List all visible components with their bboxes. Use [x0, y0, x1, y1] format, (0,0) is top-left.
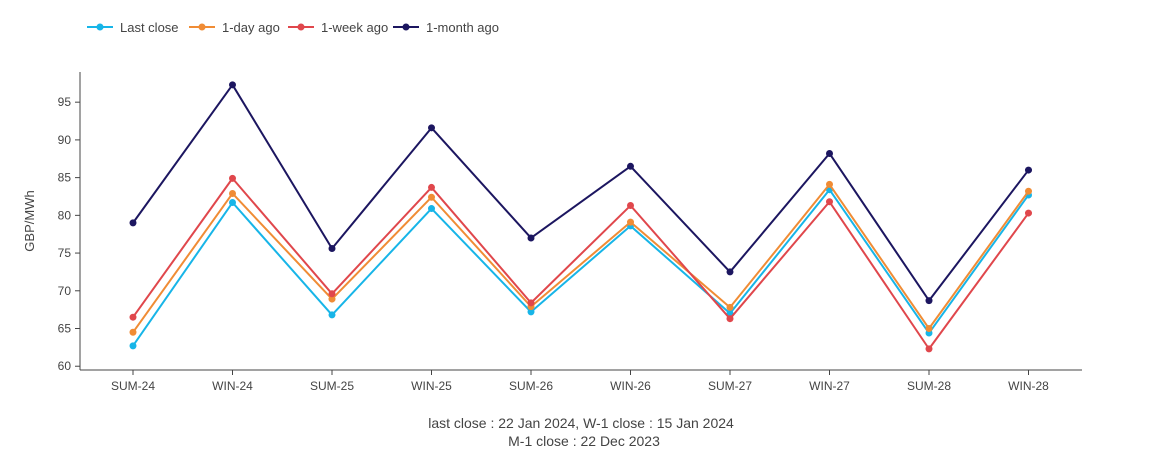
data-point[interactable]: [129, 313, 137, 321]
x-tick-label: SUM-28: [907, 379, 951, 393]
data-point[interactable]: [826, 198, 833, 206]
legend-swatch-marker: [96, 23, 104, 31]
data-point[interactable]: [925, 297, 933, 305]
y-axis-title: GBP/MWh: [22, 190, 37, 251]
legend: Last close 1-day ago 1-week ago 1-month ago: [87, 20, 499, 35]
data-point[interactable]: [328, 290, 336, 298]
data-point[interactable]: [328, 245, 336, 253]
data-point[interactable]: [826, 180, 833, 188]
data-point[interactable]: [527, 234, 535, 242]
data-point[interactable]: [229, 174, 236, 182]
footer-line-1: last close : 22 Jan 2024, W-1 close : 15…: [428, 415, 734, 431]
legend-label: 1-month ago: [426, 20, 499, 35]
data-point[interactable]: [925, 325, 933, 333]
data-point[interactable]: [1025, 187, 1032, 195]
x-tick-label: SUM-26: [509, 379, 553, 393]
data-point[interactable]: [527, 299, 535, 307]
x-tick-label: WIN-27: [809, 379, 850, 393]
legend-label: 1-week ago: [321, 20, 388, 35]
x-tick-label: WIN-24: [212, 379, 253, 393]
data-point[interactable]: [428, 183, 435, 191]
series-line: [132, 183, 1030, 333]
y-tick-label: 90: [58, 133, 72, 147]
legend-swatch-marker: [297, 23, 305, 31]
x-tick-label: SUM-27: [708, 379, 752, 393]
footer: last close : 22 Jan 2024, W-1 close : 15…: [428, 415, 734, 449]
y-tick-label: 65: [58, 322, 72, 336]
data-point[interactable]: [925, 345, 933, 353]
legend-item[interactable]: 1-day ago: [189, 20, 280, 35]
data-point[interactable]: [328, 295, 336, 303]
data-point[interactable]: [726, 303, 734, 311]
y-tick-label: 60: [58, 359, 72, 373]
y-tick-label: 85: [58, 171, 72, 185]
legend-label: 1-day ago: [222, 20, 280, 35]
series-2: [129, 174, 1032, 353]
data-point[interactable]: [527, 308, 535, 316]
data-point[interactable]: [1025, 209, 1032, 217]
data-point[interactable]: [726, 268, 734, 276]
data-point[interactable]: [826, 149, 833, 157]
legend-item[interactable]: 1-month ago: [393, 20, 499, 35]
data-point[interactable]: [229, 81, 236, 89]
data-point[interactable]: [129, 342, 137, 350]
data-point[interactable]: [627, 162, 634, 170]
series-1: [129, 180, 1032, 336]
data-point[interactable]: [428, 193, 435, 201]
data-point[interactable]: [428, 205, 435, 213]
footer-line-2: M-1 close : 22 Dec 2023: [508, 433, 660, 449]
y-tick-label: 95: [58, 95, 72, 109]
y-tick-label: 75: [58, 246, 72, 260]
data-point[interactable]: [428, 124, 435, 132]
x-tick-label: SUM-24: [111, 379, 155, 393]
data-point[interactable]: [1025, 166, 1032, 174]
x-tick-label: WIN-26: [610, 379, 651, 393]
data-point[interactable]: [229, 189, 236, 197]
series-line: [132, 188, 1030, 347]
data-point[interactable]: [229, 199, 236, 207]
plot-series: [129, 81, 1032, 353]
y-tick-label: 70: [58, 284, 72, 298]
data-point[interactable]: [726, 315, 734, 323]
series-0: [129, 186, 1032, 350]
data-point[interactable]: [328, 311, 336, 319]
legend-item[interactable]: Last close: [87, 20, 179, 35]
data-point[interactable]: [129, 219, 137, 227]
legend-label: Last close: [120, 20, 179, 35]
data-point[interactable]: [627, 218, 634, 226]
data-point[interactable]: [627, 202, 634, 210]
series-line: [132, 83, 1030, 302]
legend-item[interactable]: 1-week ago: [288, 20, 388, 35]
legend-swatch-marker: [198, 23, 206, 31]
y-tick-label: 80: [58, 208, 72, 222]
y-ticks: 60 65 70 75 80 85 90 95: [58, 95, 80, 373]
legend-swatch-marker: [402, 23, 410, 31]
x-tick-label: WIN-25: [411, 379, 452, 393]
axes: 60 65 70 75 80 85 90 95 SUM-24 WIN-24 SUM-25 WIN-2…: [22, 72, 1082, 393]
series-line: [132, 177, 1030, 350]
series-3: [129, 81, 1032, 305]
x-tick-label: WIN-28: [1008, 379, 1049, 393]
x-ticks: SUM-24 WIN-24 SUM-25 WIN-25 SUM-26 WIN-26 SUM-…: [111, 370, 1049, 393]
data-point[interactable]: [129, 328, 137, 336]
x-tick-label: SUM-25: [310, 379, 354, 393]
